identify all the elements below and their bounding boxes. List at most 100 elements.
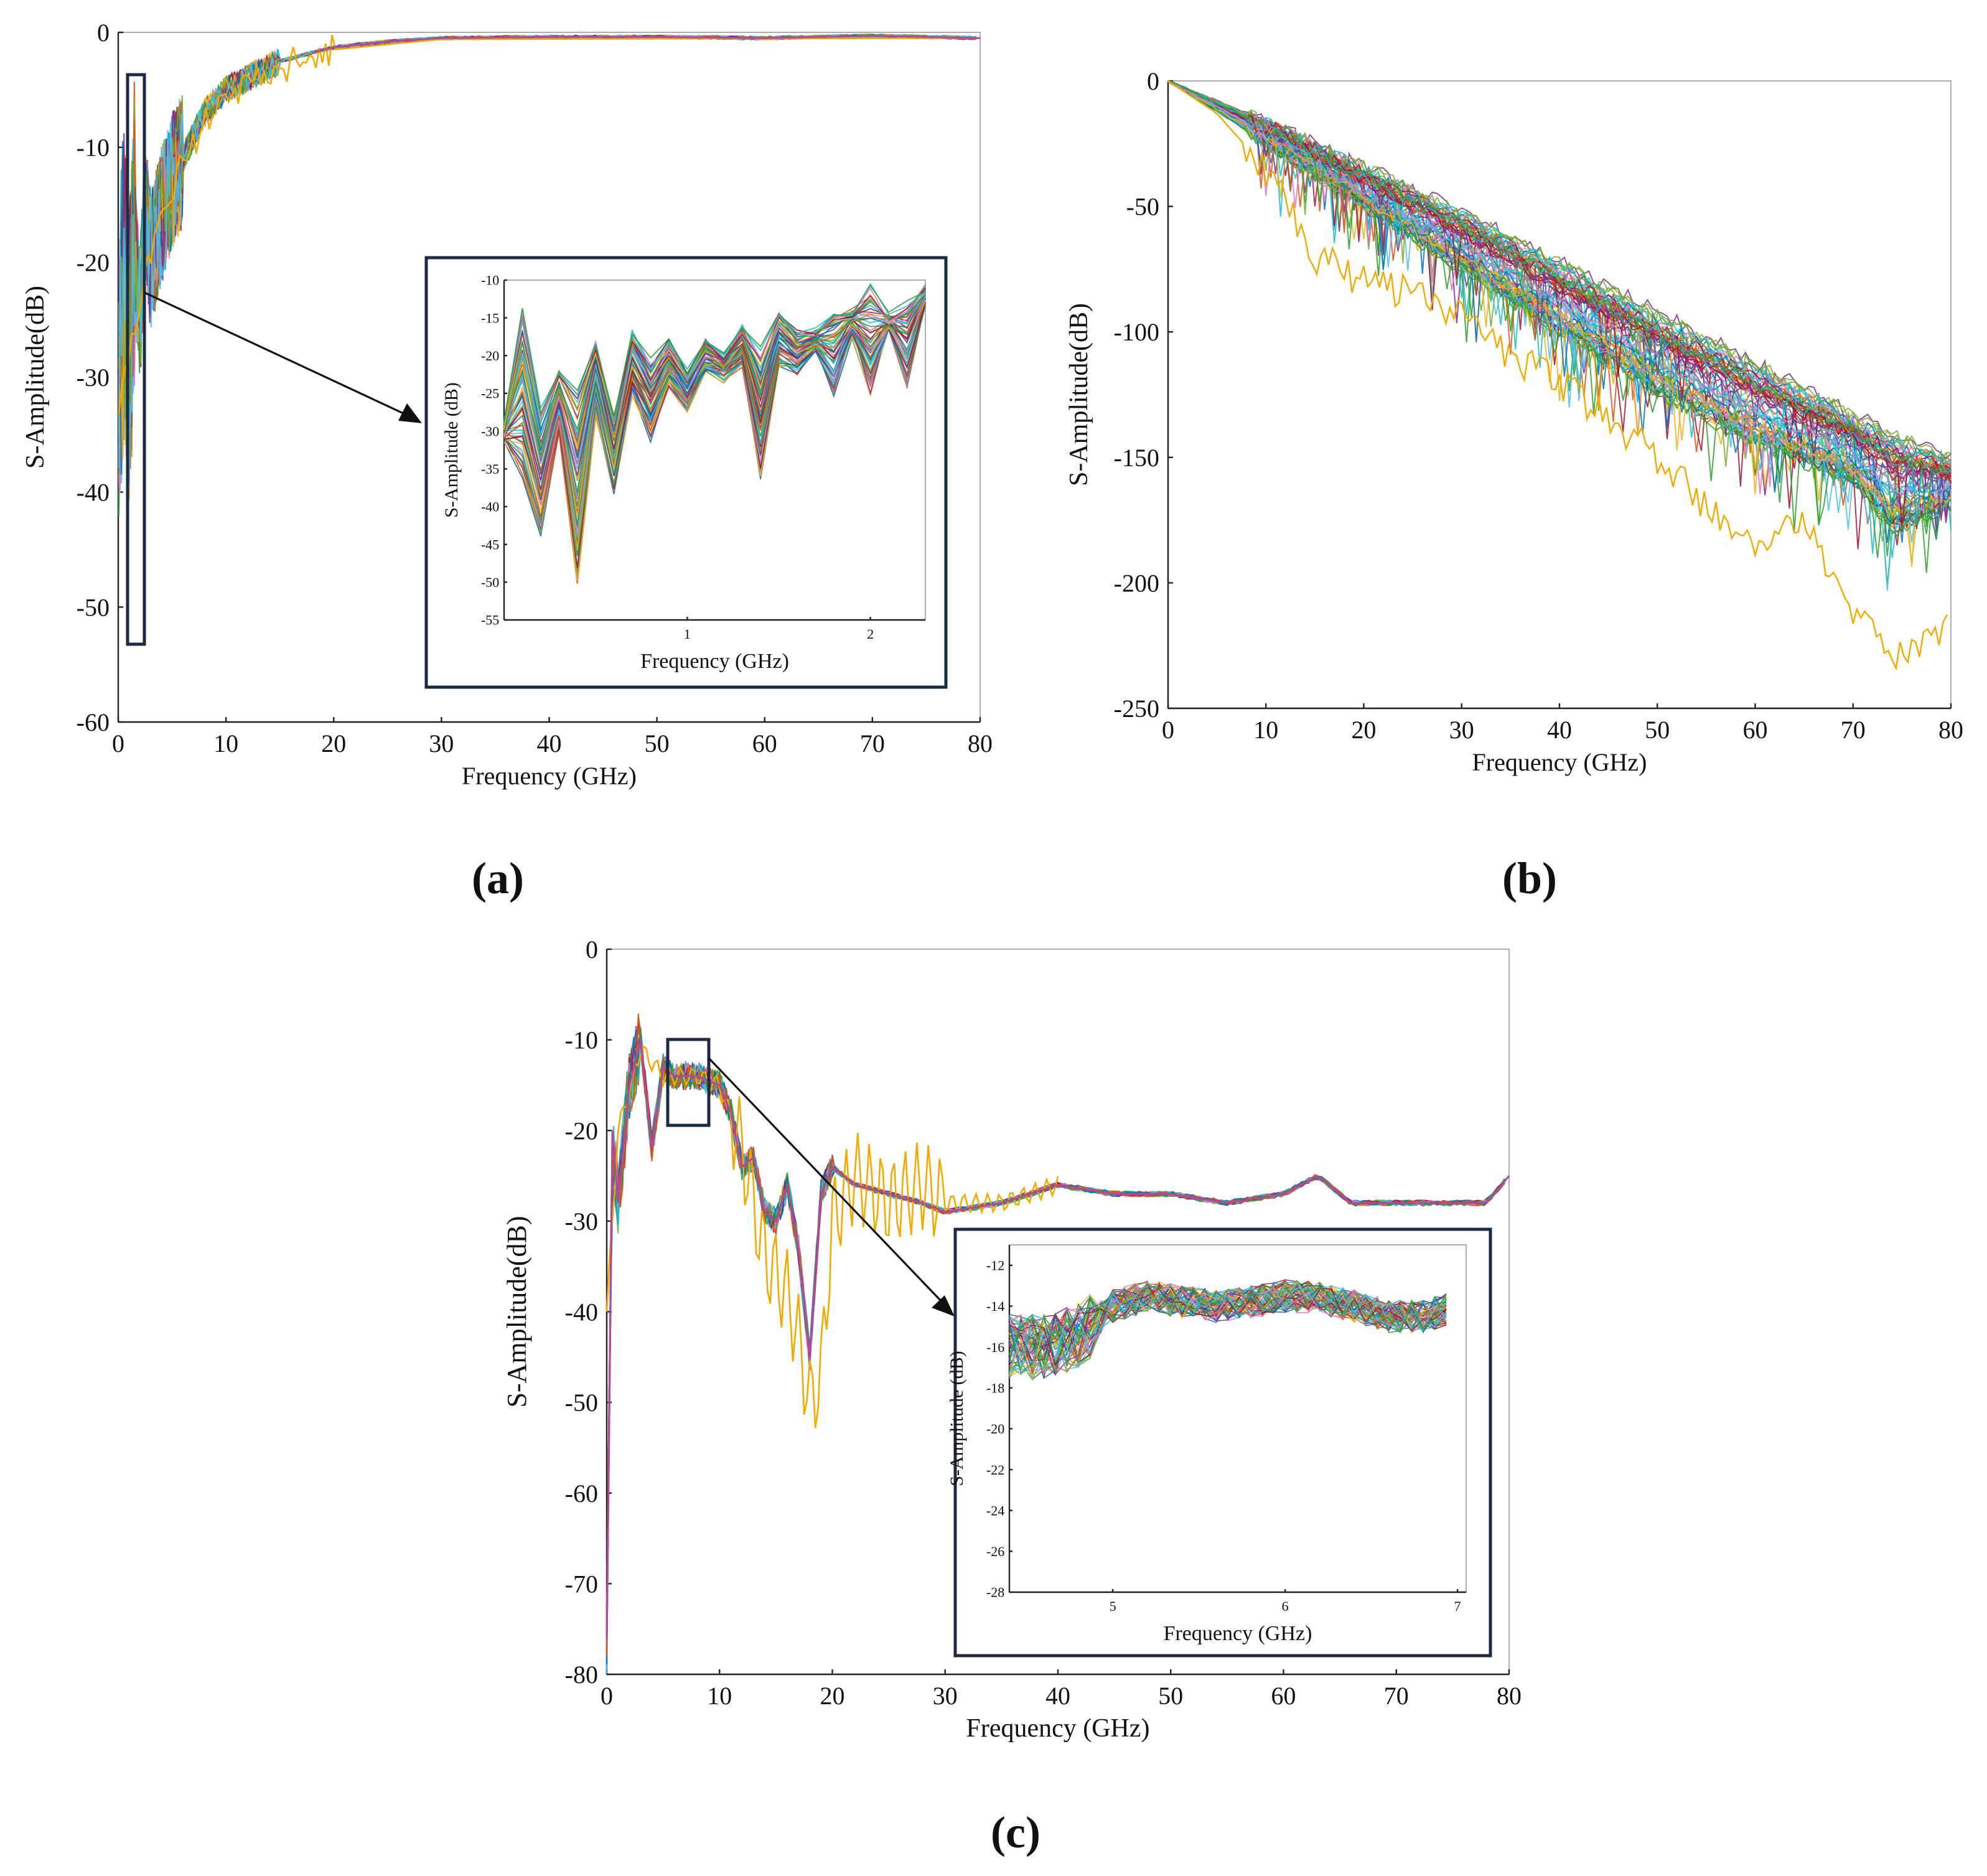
a-main-y-tick-label: -30 [77,363,110,392]
a-main-y-tick-label: 0 [97,19,110,47]
a-main-top-line [312,34,981,54]
zoom-arrow-a [144,291,405,415]
b-main-series-line [1167,80,1952,498]
plot-c-inset: 5 6 7 -12 -14 -16 -18 -20 -22 -24 -26 -28 Frequency … [947,1244,1467,1645]
b-main-y-tick-label: -250 [1114,695,1159,723]
a-main-x-tick-label: 80 [968,729,993,757]
c-inset-x-tick-label: 5 [1110,1598,1116,1614]
zoom-arrowhead-c [932,1295,955,1316]
a-inset-series-line [503,284,926,423]
c-main-y-axis-label: S-Amplitude(dB) [502,1216,532,1408]
c-inset-series-line [1009,1280,1447,1380]
c-main-y-tick-label: -40 [565,1298,598,1326]
b-main-series-line [1167,80,1952,591]
c-main-y-tick-label: -20 [565,1117,598,1145]
a-inset-y-tick-label: -45 [481,537,499,552]
a-inset-series-line [503,293,926,425]
c-inset-y-tick-label: -28 [986,1585,1004,1600]
panel-b: 0 10 20 30 40 50 60 70 80 0 -50 -100 -150 -200 -250 Fre… [1065,67,1963,903]
b-main-series-line [1167,80,1952,524]
b-main-y-tick-label: -200 [1114,569,1159,597]
zoom-region-c [666,1038,711,1127]
panel-label-c: (c) [991,1808,1040,1857]
c-main-y-tick-label: -10 [565,1026,598,1054]
b-main-series-line [1167,81,1952,517]
b-main-y-tick-label: -50 [1126,193,1159,221]
a-inset-y-axis-label: S-Amplitude (dB) [441,382,462,518]
c-main-y-tick-label: -50 [565,1389,598,1417]
c-main-y-tick-label: -60 [565,1480,598,1508]
c-main-x-axis-label: Frequency (GHz) [966,1714,1149,1743]
c-inset-y-tick-label: -20 [986,1421,1004,1437]
a-inset-x-axis-label: Frequency (GHz) [640,650,789,673]
a-inset-y-tick-label: -30 [481,423,499,439]
a-main-y-tick-label: -40 [77,479,110,507]
c-main-x-tick-label: 80 [1497,1682,1522,1710]
c-main-x-tick-label: 20 [820,1682,845,1710]
plot-a-inset: 1 2 -10 -15 -20 -25 -30 -35 -40 -45 -50 -55 Frequenc… [441,273,926,673]
c-inset-series-line [1009,1288,1447,1367]
a-main-x-tick-label: 0 [112,729,124,757]
c-main-x-tick-label: 0 [601,1682,613,1710]
plot-c-main: 0 10 20 30 40 50 60 70 80 0 -10 -20 -30 -40 -50 -60 -70 -… [502,936,1522,1743]
a-main-x-tick-label: 20 [321,729,346,757]
a-main-outlier-line [118,35,979,415]
c-main-y-tick-label: -80 [565,1661,598,1689]
c-inset-series-line [1009,1283,1447,1374]
a-inset-series-line [503,292,926,429]
b-main-x-tick-label: 30 [1449,716,1474,744]
a-inset-y-tick-label: -20 [481,348,499,363]
c-inset-y-axis-label: S-Amplitude (dB) [947,1351,967,1486]
a-main-y-tick-label: -50 [77,593,110,621]
b-main-y-tick-label: 0 [1147,67,1159,95]
zoom-arrow-c [708,1057,942,1302]
panel-label-a: (a) [472,853,524,903]
a-main-x-tick-label: 60 [752,729,777,757]
c-inset-series-line [1009,1283,1447,1362]
c-inset-y-tick-label: -26 [986,1544,1004,1559]
panel-c: 0 10 20 30 40 50 60 70 80 0 -10 -20 -30 -40 -50 -60 -70 -… [502,936,1522,1857]
b-main-x-tick-label: 20 [1352,716,1377,744]
c-main-y-tick-label: -30 [565,1208,598,1236]
a-inset-series-line [503,299,926,581]
b-main-x-tick-label: 80 [1938,716,1963,744]
c-main-x-tick-label: 60 [1271,1682,1296,1710]
b-main-series-line [1167,80,1952,527]
zoom-region-a [126,73,146,646]
c-main-y-tick-label: -70 [565,1570,598,1598]
b-main-outlier-line [1167,80,1948,671]
b-main-x-axis-label: Frequency (GHz) [1472,748,1647,776]
b-main-series-line [1167,80,1952,471]
a-inset-y-tick-label: -55 [481,612,499,628]
c-main-x-tick-label: 50 [1158,1682,1183,1710]
b-main-x-tick-label: 0 [1162,716,1174,744]
c-inset-x-axis-label: Frequency (GHz) [1164,1622,1312,1645]
c-main-x-tick-label: 70 [1384,1682,1409,1710]
a-inset-series-line [503,294,926,454]
panel-a: 0 10 20 30 40 50 60 70 80 0 -10 -20 -30 -40 -50 -60 Freq… [21,19,993,903]
a-inset-y-tick-label: -25 [481,386,499,401]
panel-label-b: (b) [1502,853,1557,903]
a-inset-y-tick-label: -15 [481,310,499,326]
a-main-x-tick-label: 10 [213,729,238,757]
c-inset-series-line [1009,1282,1447,1364]
c-main-x-tick-label: 10 [707,1682,732,1710]
b-main-x-tick-label: 70 [1841,716,1866,744]
zoom-arrowhead-a [398,403,422,423]
a-inset-y-tick-label: -50 [481,575,499,590]
c-main-y-tick-label: 0 [586,936,598,964]
b-main-x-tick-label: 10 [1253,716,1278,744]
a-main-y-tick-label: -60 [77,708,110,736]
c-inset-y-tick-label: -16 [986,1339,1004,1355]
b-main-x-tick-label: 50 [1645,716,1670,744]
a-main-y-tick-label: -20 [77,248,110,276]
b-main-series-line [1167,80,1952,558]
c-main-top-line [605,1039,1510,1638]
a-main-x-tick-label: 30 [429,729,454,757]
a-main-y-axis-label: S-Amplitude(dB) [21,286,50,469]
c-inset-y-tick-label: -24 [986,1503,1004,1518]
a-inset-x-tick-label: 1 [684,626,691,642]
b-main-series-line [1167,80,1952,496]
c-inset-series-line [1009,1284,1447,1356]
